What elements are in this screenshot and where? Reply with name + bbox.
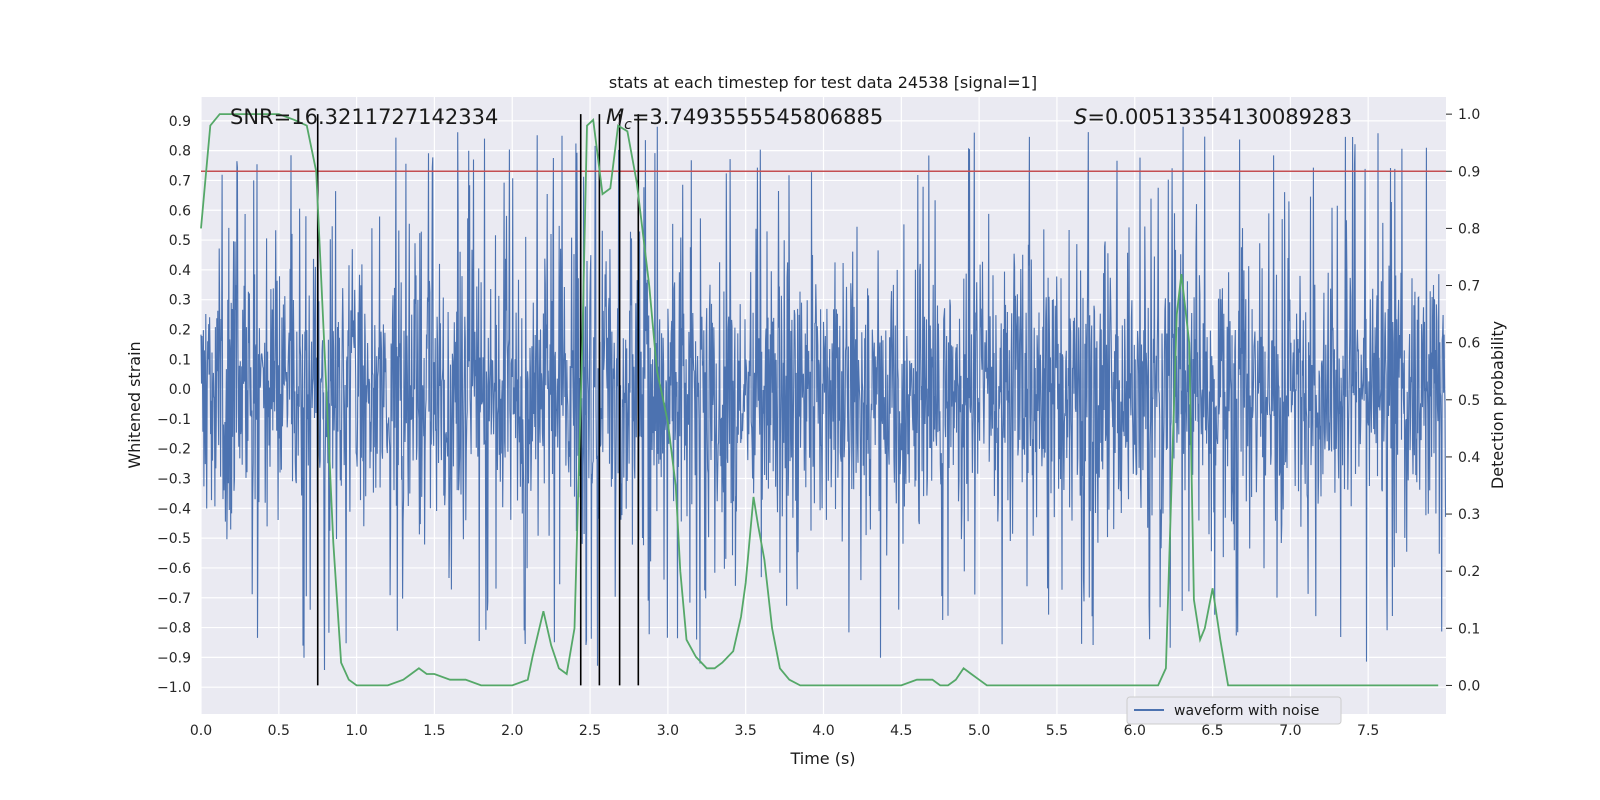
chirp-mass-annotation: Mc=3.7493555545806885 <box>606 105 883 133</box>
legend-label: waveform with noise <box>1174 703 1319 719</box>
legend: waveform with noise <box>1126 696 1342 725</box>
y-tick-label-right: 0.8 <box>1458 221 1480 237</box>
y-tick-label-left: 0.6 <box>169 203 191 219</box>
chirp-mass-symbol: M <box>606 105 624 129</box>
x-tick-label: 4.0 <box>812 723 834 739</box>
s-annotation: S=0.00513354130089283 <box>1074 105 1352 129</box>
y-tick-label-left: −0.5 <box>157 531 191 547</box>
y-tick-label-left: −1.0 <box>157 680 191 696</box>
x-tick-label: 7.0 <box>1279 723 1301 739</box>
s-symbol: S <box>1074 105 1087 129</box>
x-tick-label: 2.5 <box>579 723 601 739</box>
y-tick-label-left: −0.7 <box>157 591 191 607</box>
x-tick-label: 5.0 <box>968 723 990 739</box>
x-tick-label: 3.5 <box>735 723 757 739</box>
y-tick-label-right: 0.6 <box>1458 336 1480 352</box>
y-tick-label-left: 0.4 <box>169 263 191 279</box>
chirp-mass-value: =3.7493555545806885 <box>632 105 883 129</box>
x-tick-label: 1.0 <box>345 723 367 739</box>
s-value: =0.00513354130089283 <box>1087 105 1352 129</box>
y-tick-label-left: 0.5 <box>169 233 191 249</box>
y-tick-label-left: 0.9 <box>169 114 191 130</box>
chirp-mass-subscript: c <box>624 117 632 133</box>
waveform-line <box>200 126 1447 671</box>
y-tick-label-right: 0.9 <box>1458 164 1480 180</box>
x-tick-label: 0.5 <box>268 723 290 739</box>
legend-box <box>1126 696 1342 725</box>
x-tick-label: 6.0 <box>1124 723 1146 739</box>
x-tick-label: 6.5 <box>1201 723 1223 739</box>
y-tick-label-right: 0.4 <box>1458 450 1480 466</box>
x-axis-label: Time (s) <box>789 749 855 768</box>
y-tick-label-right: 0.0 <box>1458 678 1480 694</box>
y-ticks-left: 0.9 0.8 0.7 0.6 0.5 0.4 0.3 0.2 0.1 0.0 −0.1 −0.2 −0… <box>157 114 191 696</box>
y-tick-label-left: −0.8 <box>157 621 191 637</box>
y-axis-label-left: Whitened strain <box>125 341 144 468</box>
y-tick-label-left: −0.1 <box>157 412 191 428</box>
y-tick-label-left: −0.3 <box>157 472 191 488</box>
y-tick-label-left: 0.2 <box>169 322 191 338</box>
y-tick-label-left: 0.3 <box>169 293 191 309</box>
y-ticks-right: 1.0 0.9 0.8 0.7 0.6 0.5 0.4 0.3 0.2 0.1 0.0 <box>1446 107 1480 694</box>
y-tick-label-left: −0.6 <box>157 561 191 577</box>
y-tick-label-right: 0.1 <box>1458 621 1480 637</box>
y-tick-label-left: 0.8 <box>169 144 191 160</box>
y-tick-label-left: 0.0 <box>169 382 191 398</box>
y-tick-label-right: 0.3 <box>1458 507 1480 523</box>
y-tick-label-left: −0.2 <box>157 442 191 458</box>
y-tick-label-right: 0.2 <box>1458 564 1480 580</box>
y-axis-label-right: Detection probability <box>1488 321 1507 489</box>
x-tick-label: 2.0 <box>501 723 523 739</box>
y-tick-label-left: −0.4 <box>157 501 191 517</box>
waveform-series <box>200 126 1447 671</box>
y-tick-label-left: 0.7 <box>169 173 191 189</box>
x-tick-label: 1.5 <box>423 723 445 739</box>
snr-annotation: SNR=16.3211727142334 <box>230 105 498 129</box>
detection-probability-series <box>200 113 1439 687</box>
y-tick-label-left: −0.9 <box>157 650 191 666</box>
y-tick-label-right: 0.7 <box>1458 279 1480 295</box>
y-tick-label-right: 0.5 <box>1458 393 1480 409</box>
x-tick-label: 3.0 <box>657 723 679 739</box>
y-tick-label-right: 1.0 <box>1458 107 1480 123</box>
y-tick-label-left: 0.1 <box>169 352 191 368</box>
x-tick-label: 4.5 <box>890 723 912 739</box>
chart-title: stats at each timestep for test data 245… <box>609 73 1037 92</box>
probability-line <box>200 113 1439 687</box>
vertical-markers <box>316 114 640 686</box>
x-ticks: 0.0 0.5 1.0 1.5 2.0 2.5 3.0 3.5 4.0 4.5 5.0 5.5 6.0 6… <box>190 723 1379 739</box>
x-tick-label: 0.0 <box>190 723 212 739</box>
x-tick-label: 5.5 <box>1046 723 1068 739</box>
x-tick-label: 7.5 <box>1357 723 1379 739</box>
